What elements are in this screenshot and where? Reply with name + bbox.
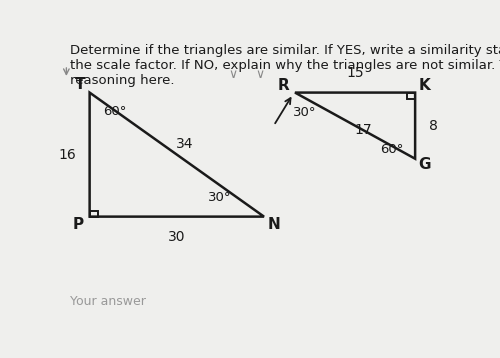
Text: 16: 16 <box>58 147 76 161</box>
Text: 60°: 60° <box>103 105 126 118</box>
Text: ∨: ∨ <box>228 68 237 81</box>
Text: 60°: 60° <box>380 143 404 156</box>
Text: 15: 15 <box>346 66 364 80</box>
Text: 34: 34 <box>176 136 194 151</box>
Text: Determine if the triangles are similar. If YES, write a similarity statement and: Determine if the triangles are similar. … <box>70 44 500 87</box>
Text: P: P <box>72 217 84 232</box>
Text: 17: 17 <box>354 123 372 137</box>
Text: 8: 8 <box>428 118 438 133</box>
Text: K: K <box>419 78 430 93</box>
Text: 30: 30 <box>168 231 186 245</box>
Text: G: G <box>418 157 431 172</box>
Text: Your answer: Your answer <box>70 295 146 308</box>
Text: N: N <box>268 217 280 232</box>
Text: T: T <box>74 77 85 92</box>
Text: ∨: ∨ <box>256 68 264 81</box>
Text: R: R <box>278 78 289 93</box>
Text: 30°: 30° <box>208 191 231 204</box>
Text: 30°: 30° <box>293 106 316 119</box>
